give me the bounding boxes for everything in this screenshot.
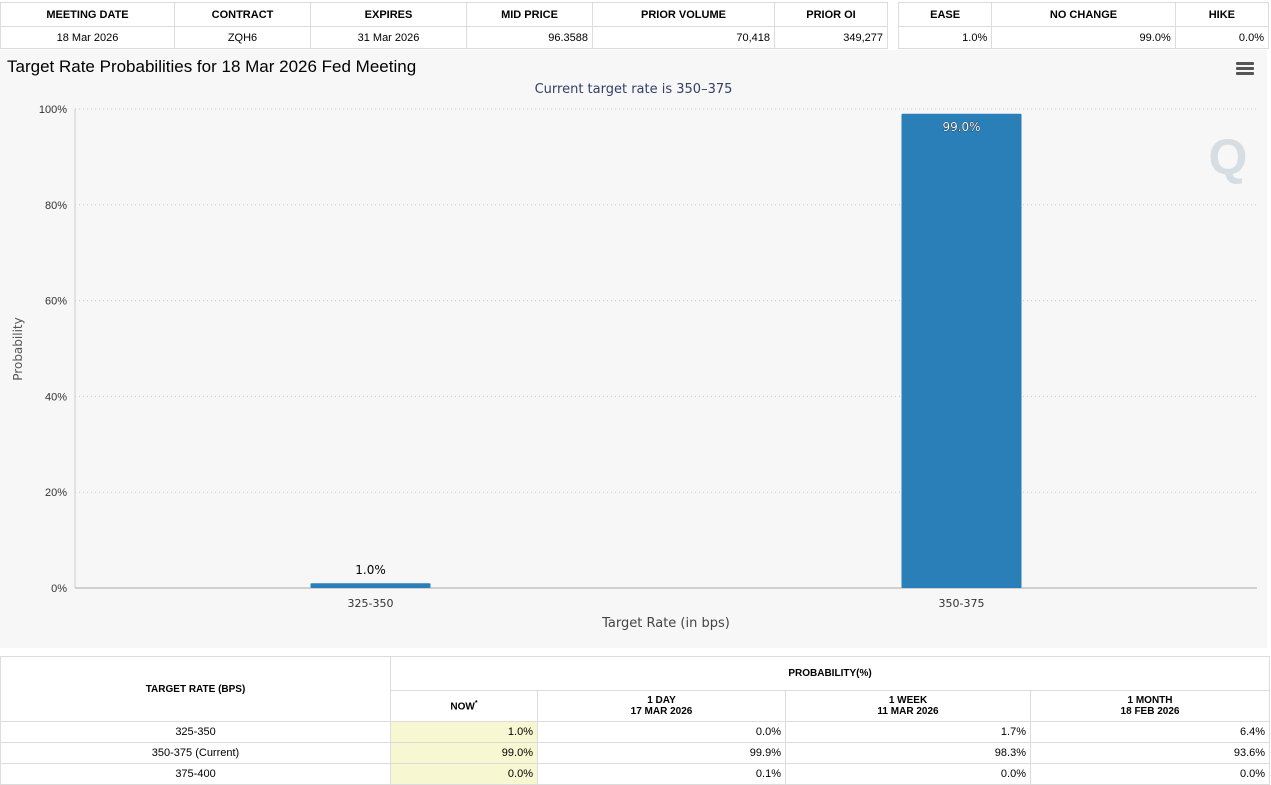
table-row: 350-375 (Current) 99.0% 99.9% 98.3% 93.6… (0, 742, 1271, 764)
prob-now: 0.0% (390, 763, 538, 785)
table-row: 375-400 0.0% 0.1% 0.0% 0.0% (0, 763, 1271, 785)
summary-prior-oi: 349,277 (774, 26, 888, 49)
prob-1month: 6.4% (1029, 721, 1271, 743)
prob-1week: 0.0% (785, 763, 1031, 785)
prob-1day: 0.0% (537, 721, 786, 743)
outcome-data-row: 1.0% 99.0% 0.0% (897, 26, 1270, 49)
chart-menu-icon[interactable] (1236, 62, 1254, 76)
summary-header-mid-price: MID PRICE (466, 2, 593, 27)
prob-header-1week-label: 1 WEEK (888, 694, 928, 706)
summary-header-prior-volume: PRIOR VOLUME (592, 2, 775, 27)
prob-header-1day: 1 DAY 17 MAR 2026 (537, 689, 786, 723)
prob-rate: 375-400 (0, 763, 391, 785)
x-tick-label: 350-375 (939, 597, 985, 610)
prob-1month: 0.0% (1029, 763, 1271, 785)
prob-header-now-label: NOW (450, 700, 475, 712)
prob-header-now: NOW* (390, 689, 538, 723)
contract-summary-table: MEETING DATE CONTRACT EXPIRES MID PRICE … (0, 2, 888, 49)
outcome-table: EASE NO CHANGE HIKE 1.0% 99.0% 0.0% (897, 2, 1270, 49)
summary-contract: ZQH6 (174, 26, 311, 49)
outcome-header-row: EASE NO CHANGE HIKE (897, 2, 1270, 27)
x-axis-title: Target Rate (in bps) (601, 616, 730, 631)
table-row: 325-350 1.0% 0.0% 1.7% 6.4% (0, 721, 1271, 743)
summary-header-row: MEETING DATE CONTRACT EXPIRES MID PRICE … (0, 2, 888, 27)
prob-header-1day-label: 1 DAY (647, 694, 676, 706)
y-tick-label: 0% (51, 583, 67, 595)
probability-table: TARGET RATE (BPS) PROBABILITY(%) NOW* 1 … (0, 656, 1271, 785)
prob-1month: 93.6% (1029, 742, 1271, 764)
summary-header-meeting-date: MEETING DATE (0, 2, 175, 27)
watermark-icon: Q (1209, 129, 1248, 185)
prob-header-row-1: TARGET RATE (BPS) PROBABILITY(%) (0, 656, 1271, 722)
summary-meeting-date: 18 Mar 2026 (0, 26, 175, 49)
prob-now: 1.0% (390, 721, 538, 743)
summary-data-row: 18 Mar 2026 ZQH6 31 Mar 2026 96.3588 70,… (0, 26, 888, 49)
y-tick-label: 20% (45, 487, 67, 499)
prob-header-1day-date: 17 MAR 2026 (630, 705, 693, 717)
chart-subtitle: Current target rate is 350–375 (534, 82, 733, 97)
prob-rate: 325-350 (0, 721, 391, 743)
prob-header-group: PROBABILITY(%) (389, 656, 1271, 691)
summary-prior-volume: 70,418 (592, 26, 775, 49)
prob-header-1month: 1 MONTH 18 FEB 2026 (1029, 689, 1271, 723)
outcome-header-ease: EASE (897, 2, 993, 27)
chart-bar (310, 583, 431, 588)
prob-header-1month-date: 18 FEB 2026 (1120, 705, 1180, 717)
chart-panel: 0% 20% 40% 60% 80% 100% Q 1.0% 325-350 99.0% 350-3… (0, 50, 1267, 648)
outcome-ease: 1.0% (897, 26, 993, 49)
bar-data-label: 99.0% (942, 120, 980, 134)
prob-header-now-marker: * (474, 699, 478, 707)
prob-header-1week: 1 WEEK 11 MAR 2026 (785, 689, 1031, 723)
bar-data-label: 1.0% (355, 563, 386, 577)
x-tick-label: 325-350 (348, 597, 394, 610)
summary-header-contract: CONTRACT (174, 2, 311, 27)
prob-now: 99.0% (390, 742, 538, 764)
y-tick-label: 100% (39, 104, 67, 116)
chart-title: Target Rate Probabilities for 18 Mar 202… (7, 57, 417, 76)
summary-mid-price: 96.3588 (466, 26, 593, 49)
chart-bar (901, 113, 1022, 588)
chart-svg: 0% 20% 40% 60% 80% 100% Q 1.0% 325-350 99.0% 350-3… (11, 104, 1257, 631)
outcome-header-hike: HIKE (1174, 2, 1270, 27)
outcome-hike: 0.0% (1174, 26, 1270, 49)
prob-1day: 99.9% (537, 742, 786, 764)
y-tick-label: 60% (45, 296, 67, 308)
prob-header-target-rate: TARGET RATE (BPS) (0, 656, 391, 722)
summary-expires: 31 Mar 2026 (310, 26, 467, 49)
prob-rate: 350-375 (Current) (0, 742, 391, 764)
y-tick-label: 80% (45, 200, 67, 212)
prob-1week: 98.3% (785, 742, 1031, 764)
y-tick-label: 40% (45, 391, 67, 403)
prob-header-1month-label: 1 MONTH (1127, 694, 1173, 706)
prob-1day: 0.1% (537, 763, 786, 785)
outcome-header-no-change: NO CHANGE (991, 2, 1176, 27)
y-axis-title: Probability (11, 317, 25, 380)
summary-header-expires: EXPIRES (310, 2, 467, 27)
summary-header-prior-oi: PRIOR OI (774, 2, 888, 27)
prob-header-row-2: NOW* 1 DAY 17 MAR 2026 1 WEEK 11 MAR 2026 … (1, 689, 1271, 723)
outcome-no-change: 99.0% (991, 26, 1176, 49)
prob-1week: 1.7% (785, 721, 1031, 743)
prob-header-1week-date: 11 MAR 2026 (877, 705, 939, 717)
